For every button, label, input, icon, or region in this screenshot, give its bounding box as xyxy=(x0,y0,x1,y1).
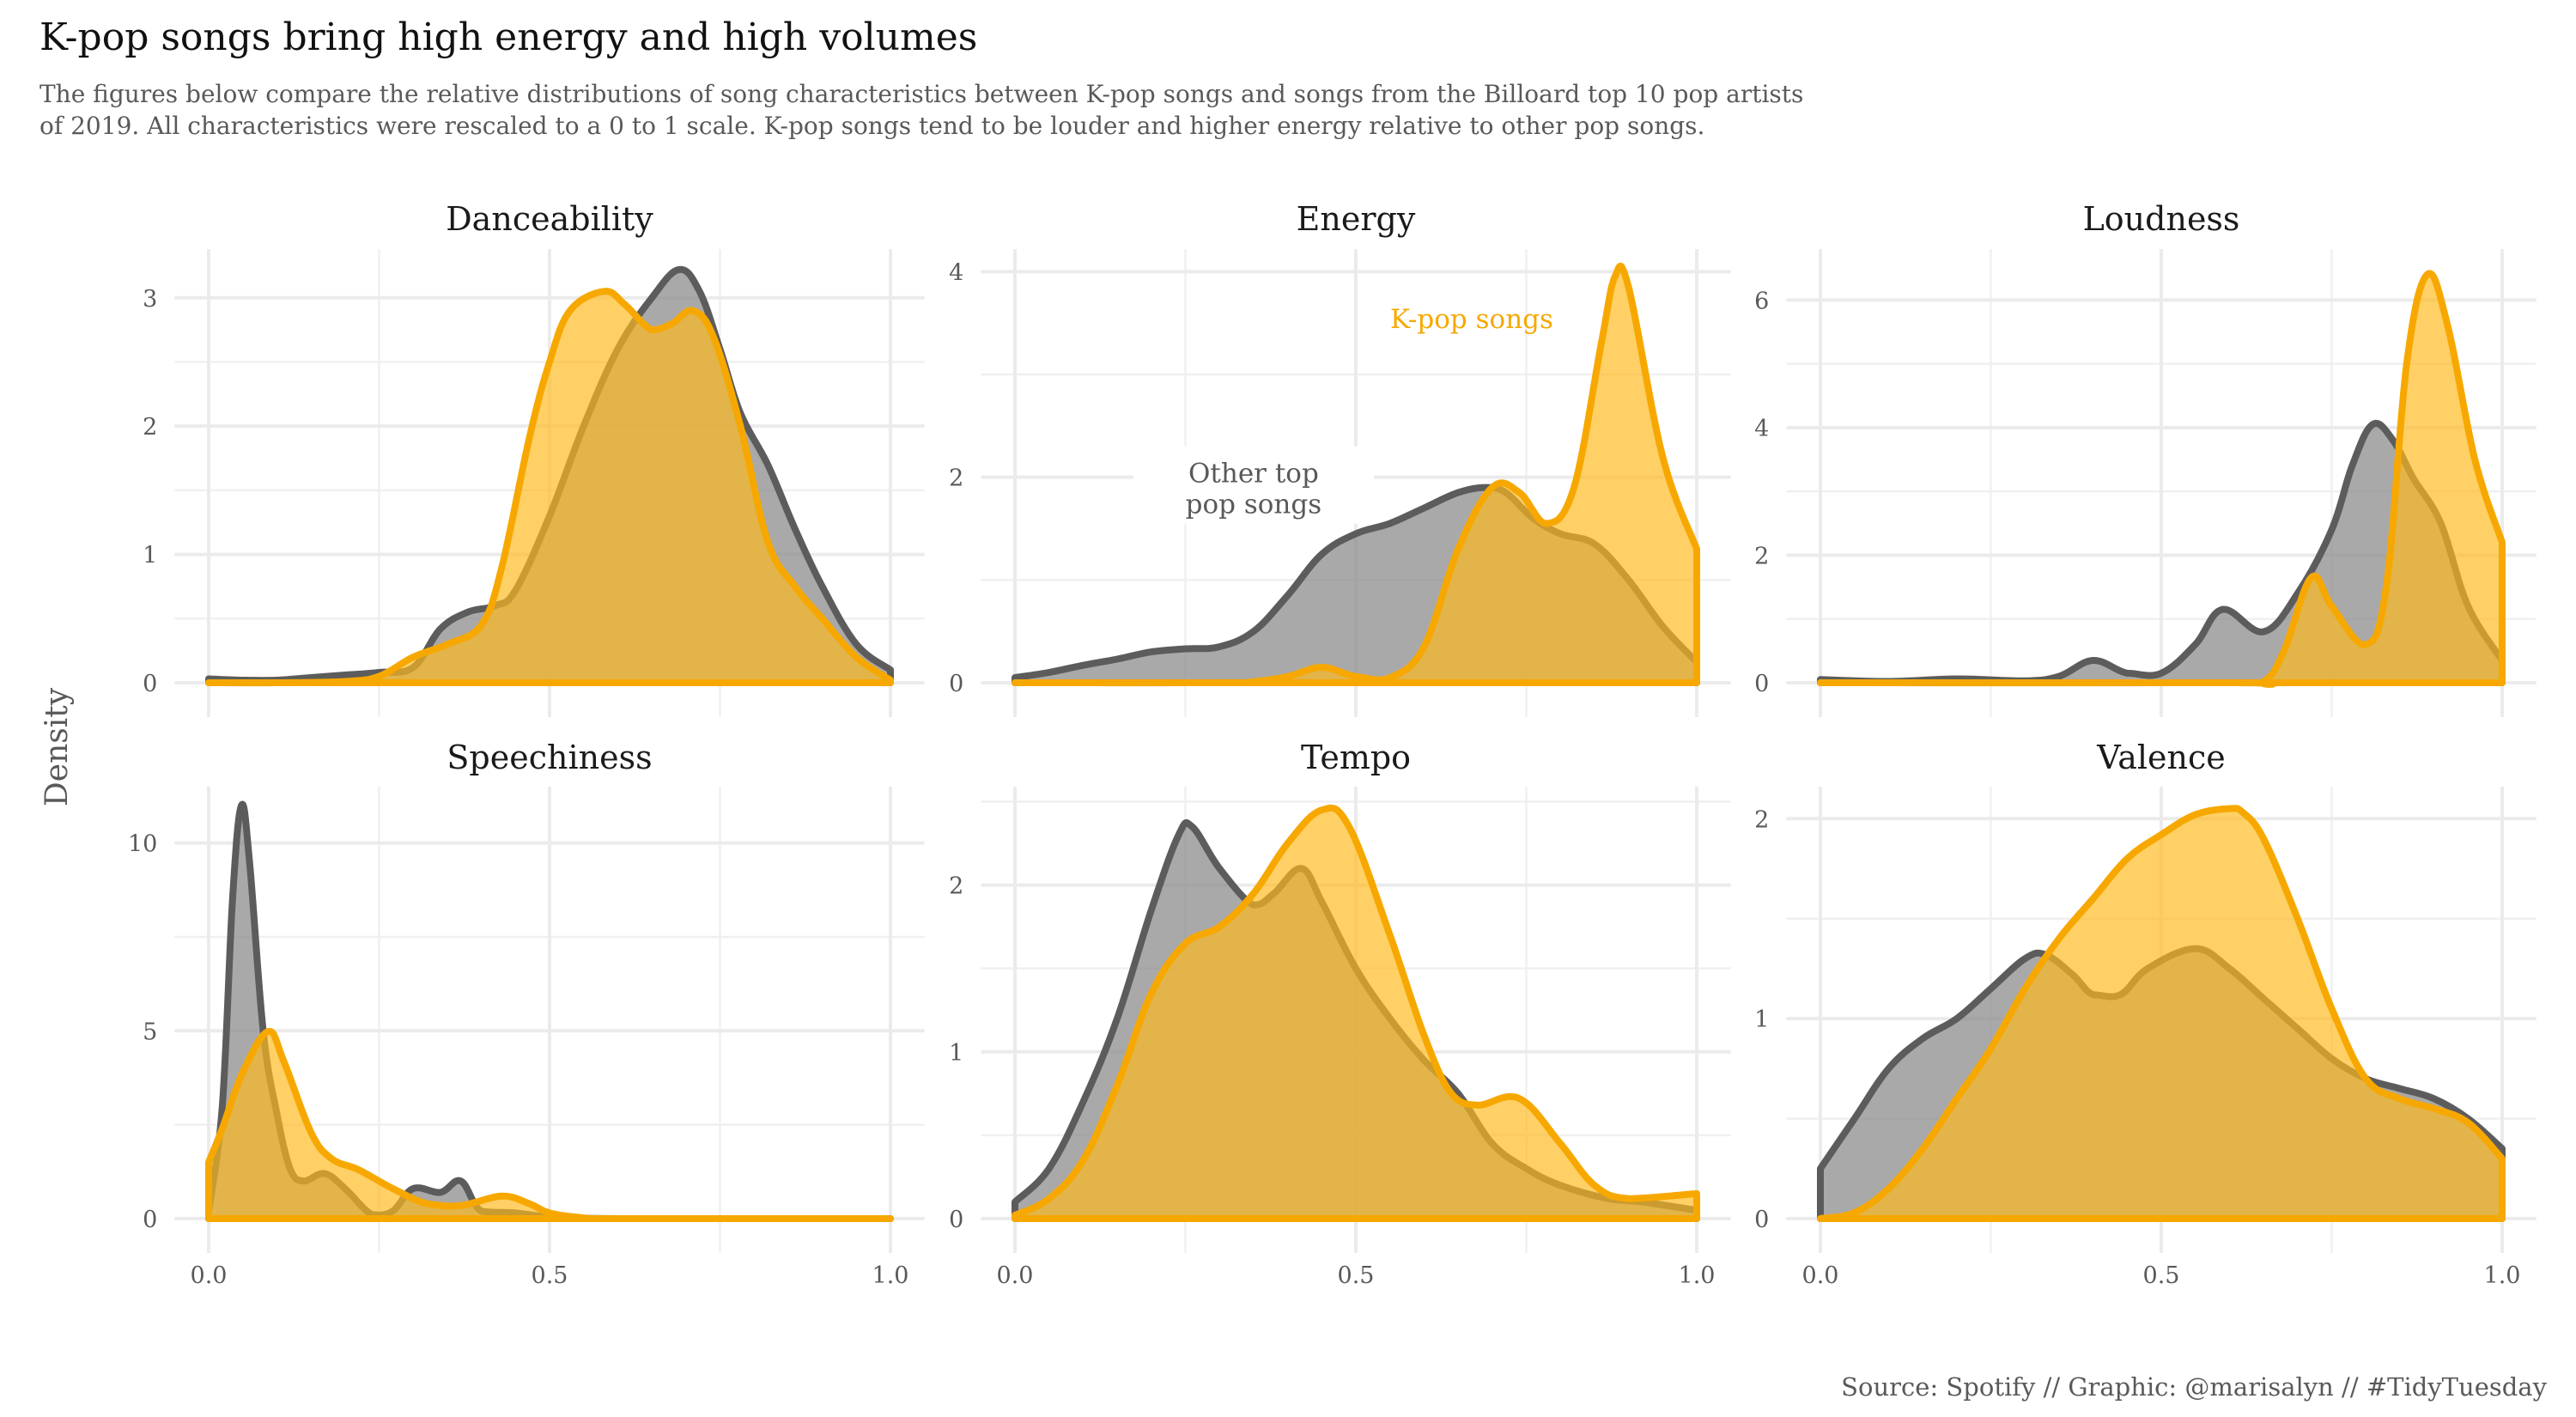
y-tick-label: 4 xyxy=(949,259,963,286)
y-tick-label: 0 xyxy=(143,671,157,697)
x-tick-label: 0.5 xyxy=(1338,1262,1375,1289)
density-line-kpop-danceability xyxy=(205,288,894,687)
annotation-kpop-songs: K-pop songs xyxy=(1390,304,1553,335)
y-tick-label: 0 xyxy=(949,1207,963,1233)
panel-speechiness: Speechiness 0 5 10 0.0 0.5 1.0 xyxy=(128,739,925,1289)
y-tick-label: 0 xyxy=(1754,1207,1769,1233)
y-tick-label: 2 xyxy=(1754,543,1769,569)
density-area-kpop-danceability xyxy=(209,291,890,684)
panel-title-speechiness: Speechiness xyxy=(447,739,652,776)
density-area-kpop-energy xyxy=(1015,265,1697,684)
annotation-background xyxy=(1133,446,1374,524)
x-tick-label: 0.0 xyxy=(1802,1262,1839,1289)
y-tick-label: 10 xyxy=(128,831,157,858)
panel-title-loudness: Loudness xyxy=(2083,200,2240,238)
y-tick-label: 6 xyxy=(1754,288,1769,314)
chart-title: K-pop songs bring high energy and high v… xyxy=(39,15,977,59)
y-tick-label: 5 xyxy=(143,1019,157,1045)
y-axis-label: Density xyxy=(39,687,75,806)
panel-title-valence: Valence xyxy=(2096,739,2226,776)
x-tick-label: 0.5 xyxy=(2143,1262,2180,1289)
x-tick-label: 0.0 xyxy=(997,1262,1034,1289)
y-tick-label: 4 xyxy=(1754,416,1769,442)
density-area-kpop-tempo xyxy=(1015,807,1697,1219)
panel-danceability: Danceability 0 1 2 3 xyxy=(143,200,925,717)
y-tick-label: 0 xyxy=(1754,671,1769,697)
panel-valence: Valence 0 1 2 0.0 0.5 1.0 xyxy=(1754,739,2537,1289)
y-tick-label: 2 xyxy=(949,873,963,900)
y-tick-label: 0 xyxy=(143,1207,157,1233)
panel-title-energy: Energy xyxy=(1297,200,1416,238)
y-tick-label: 1 xyxy=(143,543,157,569)
density-line-kpop-loudness xyxy=(1817,270,2506,688)
density-area-kpop-valence xyxy=(1820,808,2502,1219)
y-tick-label: 2 xyxy=(1754,806,1769,833)
density-area-kpop-loudness xyxy=(1820,273,2502,684)
y-tick-label: 1 xyxy=(949,1040,963,1067)
y-tick-label: 0 xyxy=(949,671,963,697)
y-tick-label: 2 xyxy=(949,465,963,492)
density-line-kpop-energy xyxy=(1012,262,1700,687)
panel-loudness: Loudness 0 2 4 6 xyxy=(1754,200,2537,717)
x-tick-label: 1.0 xyxy=(872,1262,909,1289)
panel-title-danceability: Danceability xyxy=(446,200,653,238)
density-line-kpop-tempo xyxy=(1012,804,1700,1222)
y-tick-label: 3 xyxy=(143,286,157,313)
x-tick-label: 1.0 xyxy=(2484,1262,2521,1289)
y-tick-label: 2 xyxy=(143,414,157,441)
density-line-kpop-speechiness xyxy=(205,1028,894,1223)
panel-title-tempo: Tempo xyxy=(1301,739,1411,776)
chart-caption: Source: Spotify // Graphic: @marisalyn /… xyxy=(1841,1372,2547,1402)
annotation-other-top-pop-songs: pop songs xyxy=(1186,490,1322,520)
annotation-other-top-pop-songs: Other top xyxy=(1188,459,1319,490)
density-line-kpop-valence xyxy=(1817,805,2506,1222)
x-tick-label: 0.0 xyxy=(191,1262,228,1289)
x-tick-label: 1.0 xyxy=(1679,1262,1716,1289)
x-tick-label: 0.5 xyxy=(532,1262,568,1289)
y-tick-label: 1 xyxy=(1754,1006,1769,1033)
chart-subtitle-line-2: of 2019. All characteristics were rescal… xyxy=(39,112,1704,140)
chart-subtitle-line-1: The figures below compare the relative d… xyxy=(39,80,1803,108)
panel-tempo: Tempo 0 1 2 0.0 0.5 1.0 xyxy=(949,739,1731,1289)
